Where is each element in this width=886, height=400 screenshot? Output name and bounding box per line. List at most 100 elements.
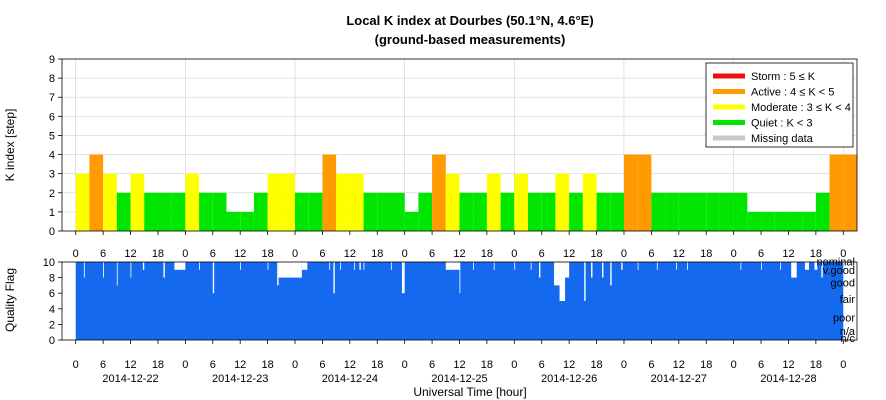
quality-flag-x-tick-label: 6 <box>429 359 435 371</box>
k-index-bar <box>733 192 748 231</box>
k-index-x-tick-label: 6 <box>539 248 545 260</box>
k-index-x-tick-label: 6 <box>758 248 764 260</box>
k-index-bar <box>802 211 816 231</box>
k-index-bar <box>555 173 570 231</box>
quality-flag-dip <box>584 262 586 301</box>
k-index-x-tick-label: 12 <box>344 248 356 260</box>
quality-flag-x-tick-label: 6 <box>100 359 106 371</box>
k-index-bar <box>418 192 433 231</box>
k-index-bar <box>390 192 405 231</box>
quality-flag-axes: 0 2 4 6 8 10 0 6 12 18 0 6 12 18 0 6 12 18 0 6 12 18 0 6 12 18 0 6 1… <box>43 257 856 385</box>
quality-flag-bars <box>75 262 844 340</box>
k-index-bar <box>308 192 323 231</box>
quality-level-label: fair <box>840 294 856 306</box>
date-label: 2014-12-23 <box>212 373 268 385</box>
date-label: 2014-12-28 <box>760 373 816 385</box>
date-label: 2014-12-26 <box>541 373 597 385</box>
k-index-x-tick-label: 18 <box>590 248 602 260</box>
quality-flag-dip <box>687 262 688 270</box>
k-index-x-tick-label: 0 <box>73 248 79 260</box>
quality-flag-x-tick-label: 6 <box>648 359 654 371</box>
date-label: 2014-12-22 <box>102 373 158 385</box>
quality-flag-x-tick-label: 0 <box>73 359 79 371</box>
quality-level-label: v.good <box>823 265 855 277</box>
quality-flag-x-tick-label: 0 <box>731 359 737 371</box>
quality-flag-dip <box>554 262 560 286</box>
quality-flag-dip <box>493 262 495 270</box>
quality-flag-x-tick-label: 12 <box>453 359 465 371</box>
quality-flag-x-tick-label: 12 <box>344 359 356 371</box>
k-index-bar <box>843 154 857 231</box>
k-index-x-tick-label: 18 <box>810 248 822 260</box>
k-index-x-tick-label: 12 <box>234 248 246 260</box>
k-index-x-tick-label: 0 <box>840 248 846 260</box>
k-index-x-tick-label: 18 <box>261 248 273 260</box>
k-index-bar <box>514 173 529 231</box>
quality-flag-x-tick-label: 0 <box>511 359 517 371</box>
k-index-bar <box>445 173 460 231</box>
k-index-y-tick-label: 6 <box>49 111 55 123</box>
quality-flag-x-tick-label: 12 <box>234 359 246 371</box>
k-index-x-tick-label: 0 <box>511 248 517 260</box>
quality-flag-y-label: Quality Flag <box>3 268 17 332</box>
k-index-y-label: K index [step] <box>3 109 17 182</box>
k-index-bar <box>404 211 419 231</box>
k-index-bar <box>267 173 282 231</box>
k-index-bar <box>116 192 131 231</box>
k-index-bar <box>199 192 213 231</box>
legend-label: Quiet : K < 3 <box>751 118 812 130</box>
quality-flag-x-tick-label: 18 <box>261 359 273 371</box>
k-index-bar <box>582 173 597 231</box>
quality-flag-dip <box>240 262 241 270</box>
k-index-bar <box>637 154 652 231</box>
k-index-y-tick-label: 9 <box>49 54 55 66</box>
quality-flag-dip <box>401 262 405 294</box>
k-index-bar <box>130 173 145 231</box>
k-index-y-tick-label: 3 <box>49 169 55 181</box>
k-index-x-tick-label: 18 <box>371 248 383 260</box>
k-index-x-tick-label: 6 <box>429 248 435 260</box>
quality-flag-dip <box>353 262 355 270</box>
quality-flag-dip <box>116 262 118 286</box>
k-index-bar <box>692 192 707 231</box>
k-index-bar <box>144 192 158 231</box>
quality-flag-dip <box>163 262 165 278</box>
quality-flag-dip <box>780 262 782 270</box>
k-index-y-tick-label: 4 <box>49 150 55 162</box>
quality-flag-dip <box>791 262 797 278</box>
k-index-bar <box>596 192 611 231</box>
k-index-bar <box>171 192 186 231</box>
k-index-bar <box>295 192 309 231</box>
quality-level-label: good <box>831 278 855 290</box>
quality-flag-dip <box>676 262 677 270</box>
k-index-bar <box>500 192 515 231</box>
k-index-bar <box>569 192 583 231</box>
quality-flag-x-tick-label: 18 <box>810 359 822 371</box>
k-index-x-tick-label: 0 <box>292 248 298 260</box>
quality-flag-y-tick-label: 8 <box>49 273 55 285</box>
quality-flag-dip <box>199 262 200 270</box>
quality-flag-x-tick-label: 0 <box>840 359 846 371</box>
k-index-bars <box>75 154 857 231</box>
k-index-bar <box>322 154 337 231</box>
k-index-bar <box>240 211 254 231</box>
quality-flag-dip <box>83 262 85 278</box>
quality-flag-dip <box>359 262 361 270</box>
k-index-bar <box>788 211 803 231</box>
quality-flag-dip <box>267 262 269 270</box>
k-index-bar <box>349 173 364 231</box>
quality-flag-x-tick-label: 12 <box>782 359 794 371</box>
quality-flag-dip <box>530 262 532 270</box>
quality-flag-dip <box>610 262 612 286</box>
quality-flag-x-tick-label: 0 <box>292 359 298 371</box>
k-index-bar <box>747 211 762 231</box>
legend-label: Active : 4 ≤ K < 5 <box>751 87 834 99</box>
k-index-bar <box>377 192 391 231</box>
chart-subtitle: (ground-based measurements) <box>375 32 566 47</box>
k-index-y-tick-label: 7 <box>49 92 55 104</box>
k-index-bar <box>528 192 542 231</box>
k-index-bar <box>253 192 268 231</box>
quality-flag-dip <box>804 262 810 270</box>
quality-flag-x-tick-label: 18 <box>700 359 712 371</box>
quality-flag-dip <box>130 262 132 278</box>
